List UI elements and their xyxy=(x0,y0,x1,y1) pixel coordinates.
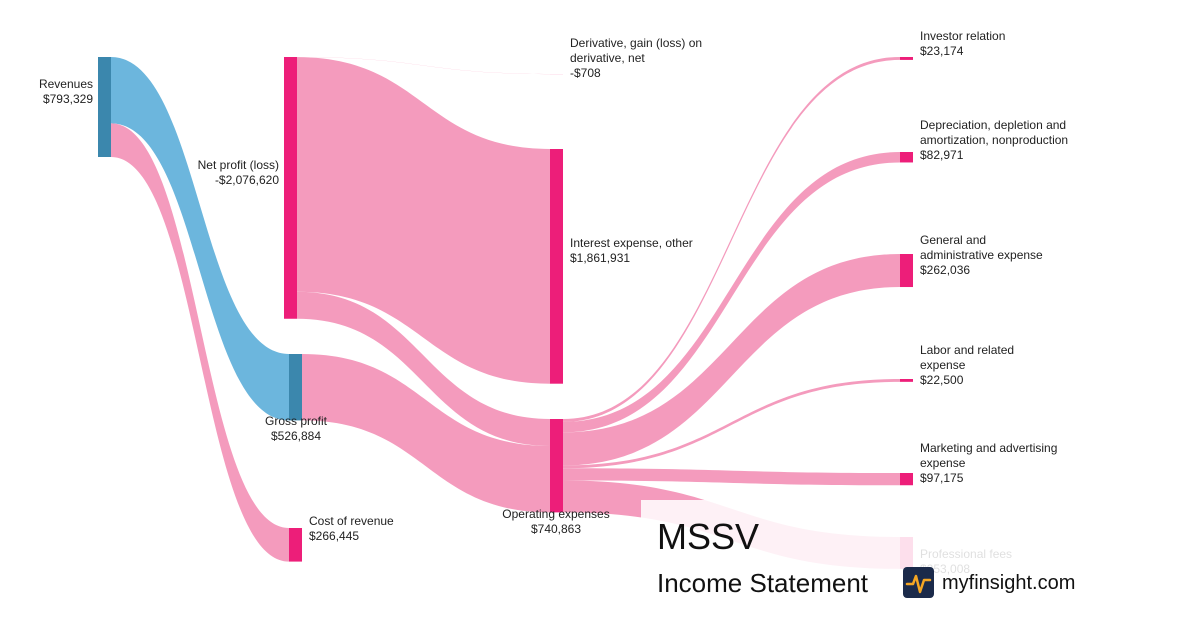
node-label: Labor and related expense $22,500 xyxy=(920,343,1030,388)
node-name: Investor relation xyxy=(920,29,1006,43)
node xyxy=(289,354,302,421)
node-value: $262,036 xyxy=(920,263,971,277)
node-name: Labor and related expense xyxy=(920,343,1015,372)
watermark-brand: myfinsight.com xyxy=(942,572,1076,594)
node-value: $82,971 xyxy=(920,148,964,162)
node xyxy=(550,419,563,513)
node xyxy=(900,537,913,569)
node-name: General and administrative expense xyxy=(920,233,1043,262)
node xyxy=(289,528,302,562)
node xyxy=(550,149,563,384)
node-name: Depreciation, depletion and amortization… xyxy=(920,118,1069,147)
node-name: Revenues xyxy=(38,77,93,91)
link xyxy=(297,57,550,384)
link xyxy=(563,379,900,469)
node xyxy=(98,57,111,157)
node-name: Net profit (loss) xyxy=(197,158,279,172)
node-value: $22,500 xyxy=(920,373,964,387)
node xyxy=(900,254,913,288)
node-value: -$2,076,620 xyxy=(214,173,279,187)
node xyxy=(900,57,913,60)
node-name: Derivative, gain (loss) on derivative, n… xyxy=(570,36,703,65)
node-value: $526,884 xyxy=(270,429,322,443)
node-name: Interest expense, other xyxy=(570,236,693,250)
watermark-title: MSSV xyxy=(657,516,760,557)
node-label: Depreciation, depletion and amortization… xyxy=(920,118,1085,163)
node-value: $23,174 xyxy=(920,44,964,58)
node-value: -$708 xyxy=(570,66,601,80)
node-name: Operating expenses xyxy=(502,507,610,521)
node xyxy=(900,152,913,163)
link xyxy=(302,354,550,513)
node-label: Investor relation $23,174 xyxy=(920,29,1080,59)
node xyxy=(900,473,913,486)
node-label: Derivative, gain (loss) on derivative, n… xyxy=(570,36,720,81)
link xyxy=(563,152,900,433)
node-label: Interest expense, other $1,861,931 xyxy=(570,236,720,266)
node-name: Gross profit xyxy=(264,414,327,428)
link xyxy=(563,468,900,486)
node-value: $97,175 xyxy=(920,471,964,485)
node-value: $740,863 xyxy=(530,522,582,536)
node-label: Marketing and advertising expense $97,175 xyxy=(920,441,1080,486)
node-label: Gross profit $526,884 xyxy=(236,414,356,444)
node xyxy=(900,379,913,382)
node xyxy=(284,57,297,319)
node-label: Net profit (loss) -$2,076,620 xyxy=(159,158,279,188)
node-value: $793,329 xyxy=(42,92,93,106)
node-value: $1,861,931 xyxy=(570,251,631,265)
link xyxy=(297,291,550,446)
node-label: General and administrative expense $262,0… xyxy=(920,233,1060,278)
node-name: Marketing and advertising expense xyxy=(920,441,1058,470)
node-label: Revenues $793,329 xyxy=(13,77,93,107)
node-value: $266,445 xyxy=(309,529,360,543)
node-name: Cost of revenue xyxy=(309,514,394,528)
link xyxy=(563,57,900,422)
watermark-subtitle: Income Statement xyxy=(657,568,868,598)
link xyxy=(563,254,900,466)
node-name: Professional fees xyxy=(920,547,1013,561)
link xyxy=(111,123,289,562)
node-label: Cost of revenue $266,445 xyxy=(309,514,449,544)
node-label: Operating expenses $740,863 xyxy=(486,507,626,537)
link xyxy=(297,57,550,75)
link xyxy=(111,57,289,421)
